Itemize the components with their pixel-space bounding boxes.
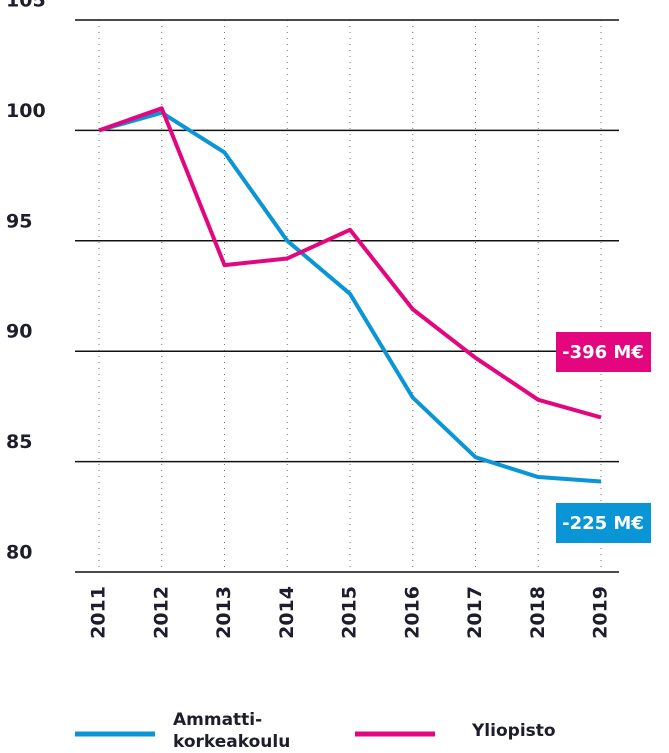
annotation-box xyxy=(556,332,651,372)
y-tick-label: 90 xyxy=(6,321,32,343)
annotation-text: -396 M€ xyxy=(562,342,644,363)
x-tick-label: 2013 xyxy=(213,586,235,639)
legend-label-line: korkeakoulu xyxy=(173,732,290,752)
y-tick-label: 80 xyxy=(6,542,32,564)
x-tick-label: 2015 xyxy=(339,586,361,639)
x-tick-label: 2016 xyxy=(401,586,423,639)
x-tick-label: 2019 xyxy=(590,586,612,639)
x-tick-label: 2017 xyxy=(464,586,486,639)
legend-label: Ammatti-korkeakoulu xyxy=(173,710,290,752)
y-tick-label: 95 xyxy=(6,210,32,232)
legend-label-line: Ammatti- xyxy=(173,710,262,730)
series-line xyxy=(98,106,602,420)
x-tick-label: 2012 xyxy=(150,586,172,639)
y-tick-label: 100 xyxy=(6,100,46,122)
series-line xyxy=(98,110,602,484)
legend-label: Yliopisto xyxy=(471,721,556,741)
y-tick-label: 85 xyxy=(6,431,32,453)
annotation-text: -225 M€ xyxy=(562,513,644,534)
x-tick-label: 2014 xyxy=(276,586,298,639)
x-tick-label: 2011 xyxy=(88,586,110,639)
y-tick-label: 105 xyxy=(6,0,46,12)
x-tick-label: 2018 xyxy=(527,586,549,639)
annotation-box xyxy=(556,503,651,543)
